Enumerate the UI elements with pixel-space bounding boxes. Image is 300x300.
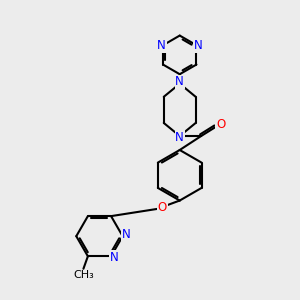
Text: N: N [110,251,119,264]
Text: N: N [157,39,166,52]
Text: N: N [122,228,130,241]
Text: N: N [175,131,184,144]
Text: O: O [216,118,225,131]
Text: CH₃: CH₃ [73,270,94,280]
Text: O: O [158,201,167,214]
Text: N: N [194,39,202,52]
Text: N: N [175,75,184,88]
